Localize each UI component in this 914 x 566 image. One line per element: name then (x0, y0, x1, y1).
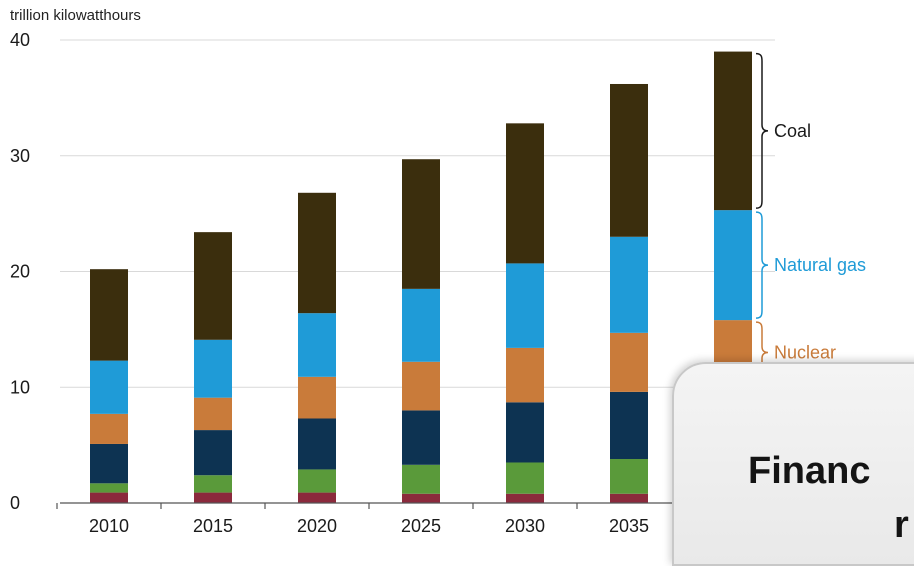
x-tick-label: 2030 (505, 516, 545, 536)
slide-title-text-line2: r (894, 504, 909, 546)
y-tick-label: 20 (10, 262, 30, 282)
x-axis-labels: 2010201520202025203020352040 (89, 516, 753, 536)
y-tick-label: 30 (10, 146, 30, 166)
stacked-bars (90, 51, 752, 503)
bar-segment (298, 313, 336, 377)
bar-segment (610, 493, 648, 503)
legend-label: Coal (774, 121, 811, 141)
bar-segment (298, 418, 336, 470)
bar-segment (90, 492, 128, 503)
x-tick-label: 2015 (193, 516, 233, 536)
bar-segment (402, 288, 440, 362)
bar-segment (90, 443, 128, 484)
bar-segment (402, 464, 440, 494)
bar-segment (610, 332, 648, 392)
slide-title-card: Financ r (672, 362, 914, 566)
y-tick-label: 40 (10, 30, 30, 50)
bar-segment (194, 492, 232, 503)
bar-segment (298, 192, 336, 314)
bar-segment (194, 232, 232, 340)
legend: Nuclear Natural gas Coal (755, 52, 866, 384)
bar-segment (194, 430, 232, 476)
legend-label: Natural gas (774, 255, 866, 275)
bar-segment (506, 493, 544, 503)
x-tick-label: 2010 (89, 516, 129, 536)
bar-segment (610, 236, 648, 333)
bar-segment (402, 159, 440, 289)
bar-segment (506, 263, 544, 348)
legend-brace (755, 52, 769, 209)
bar-segment (402, 361, 440, 411)
bar-segment (610, 83, 648, 237)
y-axis-ticks: 0 10 20 30 40 (10, 30, 30, 513)
bar-segment (298, 492, 336, 503)
slide-title-text: Financ (748, 450, 871, 492)
bar-segment (298, 376, 336, 419)
bar-segment (194, 339, 232, 398)
bar-segment (714, 51, 752, 211)
unit-label: trillion kilowatthours (10, 7, 141, 24)
bar-segment (298, 469, 336, 493)
bar-segment (90, 269, 128, 361)
bar-segment (402, 493, 440, 503)
bar-segment (90, 360, 128, 414)
bar-segment (506, 347, 544, 403)
bar-segment (90, 413, 128, 444)
x-tick-label: 2020 (297, 516, 337, 536)
x-tick-label: 2025 (401, 516, 441, 536)
y-tick-label: 0 (10, 493, 20, 513)
bar-segment (506, 462, 544, 494)
legend-label: Nuclear (774, 343, 836, 363)
x-tick-label: 2035 (609, 516, 649, 536)
bar-segment (610, 459, 648, 494)
bar-segment (714, 210, 752, 321)
bar-segment (402, 410, 440, 465)
bar-segment (194, 397, 232, 431)
y-tick-label: 10 (10, 377, 30, 397)
bar-segment (610, 391, 648, 460)
bar-segment (506, 123, 544, 264)
bar-segment (90, 483, 128, 493)
legend-brace (755, 211, 769, 319)
bar-segment (506, 402, 544, 463)
bar-segment (194, 475, 232, 493)
